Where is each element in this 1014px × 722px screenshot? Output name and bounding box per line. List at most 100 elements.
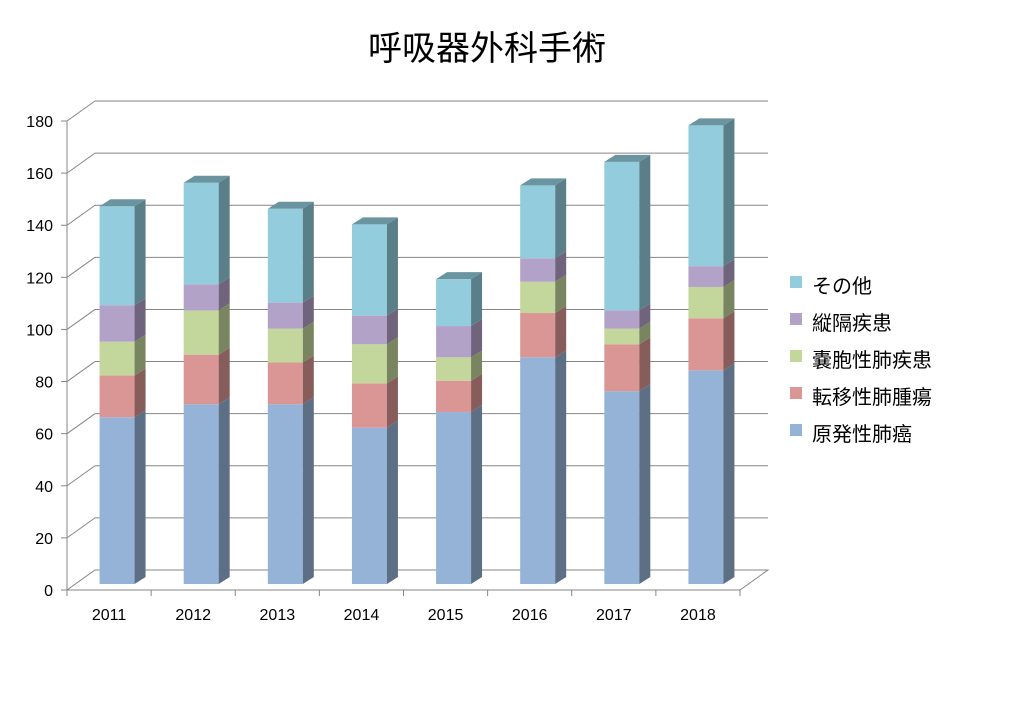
legend-item: 転移性肺腫瘍 (790, 385, 932, 409)
bar-segment (688, 318, 724, 371)
bar-segment (99, 206, 135, 306)
bar-segment (183, 404, 219, 584)
legend-label: 原発性肺癌 (812, 422, 912, 446)
gridline-diagonal (66, 100, 96, 122)
bar-segment (99, 341, 135, 376)
bar-segment (267, 208, 303, 303)
bar-segment-side (723, 363, 735, 584)
y-tick-label: 0 (44, 583, 53, 600)
bar-segment (604, 391, 640, 584)
bar-segment-side (723, 311, 735, 371)
y-tick-labels: 0 20 40 60 80 100 120 140 160 180 (26, 114, 53, 600)
bar-segment-side (218, 347, 230, 405)
legend-item: 原発性肺癌 (790, 422, 912, 446)
bar-stack (351, 217, 398, 584)
x-tick-label: 2014 (344, 607, 380, 624)
legend-item: 縦隔疾患 (790, 311, 892, 335)
bar-segment-side (471, 373, 483, 413)
bar-segment-side (639, 321, 651, 345)
y-tick-label: 140 (26, 218, 53, 235)
x-tick-label: 2018 (680, 607, 716, 624)
legend-item: 嚢胞性肺疾患 (790, 348, 932, 372)
bar-segment (351, 427, 387, 584)
x-tick-labels: 2011 2012 2013 2014 2015 2016 2017 2018 (92, 607, 716, 624)
bar-stack (520, 178, 567, 584)
bar-segment-side (134, 298, 146, 342)
bar-segment-side (218, 303, 230, 355)
bar-segment (267, 302, 303, 329)
bar-segment-side (555, 306, 567, 358)
legend-label: 嚢胞性肺疾患 (812, 348, 932, 372)
y-tick-label: 80 (35, 375, 53, 392)
bar-segment (267, 362, 303, 405)
bar-segment-side (134, 410, 146, 584)
gridline-diagonal (66, 465, 96, 487)
bar-stack (436, 272, 483, 584)
bar-segment (688, 286, 724, 319)
gridline-diagonal (66, 309, 96, 330)
bar-segment-side (302, 397, 314, 584)
legend-swatch (790, 424, 802, 436)
bar-segment (520, 185, 556, 259)
x-tick-label: 2011 (92, 607, 127, 624)
bar-segment (436, 357, 472, 381)
x-tick-label: 2015 (428, 607, 464, 624)
x-tick-label: 2013 (260, 607, 296, 624)
bar-segment-side (639, 384, 651, 584)
bar-segment (436, 326, 472, 358)
y-tick-label: 160 (26, 166, 53, 183)
y-tick-label: 180 (26, 114, 53, 131)
bar-top (99, 199, 146, 207)
bar-segment (520, 357, 556, 584)
bar-segment (436, 380, 472, 413)
gridline-diagonal (66, 152, 96, 174)
y-tick-label: 60 (35, 427, 53, 444)
legend-swatch (790, 350, 802, 362)
bar-top (520, 178, 567, 186)
legend-swatch (790, 276, 802, 288)
bar-segment (183, 310, 219, 355)
bar-segment (520, 258, 556, 282)
legend-label: 転移性肺腫瘍 (812, 385, 932, 409)
y-tick-label: 100 (26, 322, 53, 339)
bar-segment-side (555, 350, 567, 584)
bar-stack (99, 199, 146, 584)
bar-segment (351, 224, 387, 316)
x-tick-label: 2012 (175, 607, 211, 624)
bar-segment-side (471, 350, 483, 381)
bar-segment-side (639, 337, 651, 392)
bar-stack (604, 154, 651, 584)
bar-segment (436, 412, 472, 584)
bar-segment (99, 305, 135, 342)
bar-segment-side (639, 154, 651, 311)
bar-top (183, 175, 230, 183)
legend-label: 縦隔疾患 (812, 311, 892, 335)
bar-segment-side (386, 376, 398, 428)
axes (61, 120, 741, 596)
bar-segment (183, 284, 219, 311)
legend-swatch (790, 387, 802, 399)
bar-segment (183, 182, 219, 285)
x-tick-label: 2016 (512, 607, 548, 624)
gridline-diagonal (66, 413, 96, 435)
bar-segment (688, 266, 724, 287)
bar-segment (604, 161, 640, 311)
bar-segment-side (386, 217, 398, 316)
bar-segment (688, 370, 724, 584)
bar-segment-side (723, 279, 735, 319)
bar-segment (436, 279, 472, 327)
bar-segment-side (218, 277, 230, 311)
y-tick-label: 20 (35, 531, 53, 548)
bar-segment-side (471, 319, 483, 358)
bar-top (436, 272, 483, 280)
bar-segment-side (723, 118, 735, 267)
plot-walls (65, 569, 770, 591)
x-tick-label: 2017 (596, 607, 632, 624)
bar-segment-side (386, 308, 398, 345)
legend-label: その他 (812, 274, 872, 298)
bar-segment-side (302, 201, 314, 303)
grid-lines (66, 100, 768, 539)
bar-segment (99, 417, 135, 584)
bar-segment-side (386, 337, 398, 384)
